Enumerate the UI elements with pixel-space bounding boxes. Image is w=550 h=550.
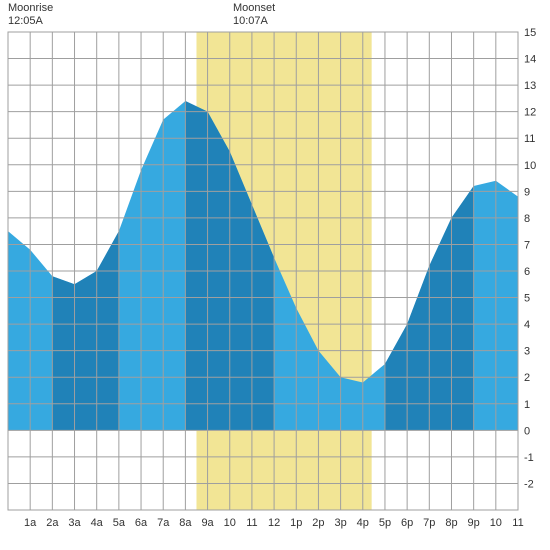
moonset-block: Moonset 10:07A <box>233 2 275 28</box>
xtick-label: 11 <box>246 517 257 529</box>
xtick-label: 8p <box>445 517 457 529</box>
xtick-label: 10 <box>224 517 236 529</box>
ytick-label: 12 <box>524 107 536 119</box>
moonrise-block: Moonrise 12:05A <box>8 2 53 28</box>
tide-area-dark-0 <box>52 231 119 430</box>
xtick-label: 7a <box>157 517 170 529</box>
ytick-label: 10 <box>524 160 536 172</box>
ytick-label: 4 <box>524 319 530 331</box>
xtick-label: 4p <box>357 517 369 529</box>
xtick-label: 1a <box>24 517 37 529</box>
xtick-label: 3p <box>334 517 346 529</box>
moonset-time: 10:07A <box>233 15 275 28</box>
ytick-label: 11 <box>524 133 535 145</box>
xtick-label: 5a <box>113 517 126 529</box>
xtick-label: 7p <box>423 517 435 529</box>
xtick-label: 3a <box>68 517 81 529</box>
xtick-label: 11 <box>512 517 523 529</box>
xtick-label: 10 <box>490 517 502 529</box>
moonrise-time: 12:05A <box>8 15 53 28</box>
ytick-label: 2 <box>524 372 530 384</box>
ytick-label: 7 <box>524 239 530 251</box>
ytick-label: -2 <box>524 478 534 490</box>
ytick-label: -1 <box>524 452 534 464</box>
ytick-label: 0 <box>524 425 530 437</box>
moonset-label: Moonset <box>233 2 275 15</box>
ytick-label: 13 <box>524 80 536 92</box>
ytick-label: 1 <box>524 399 530 411</box>
chart-svg: -2-101234567891011121314151a2a3a4a5a6a7a… <box>0 0 550 550</box>
ytick-label: 14 <box>524 54 536 66</box>
ytick-label: 8 <box>524 213 530 225</box>
xtick-label: 5p <box>379 517 391 529</box>
xtick-label: 2a <box>46 517 59 529</box>
ytick-label: 9 <box>524 186 530 198</box>
xtick-label: 1p <box>290 517 302 529</box>
xtick-label: 8a <box>179 517 192 529</box>
ytick-label: 5 <box>524 293 530 305</box>
moonrise-label: Moonrise <box>8 2 53 15</box>
xtick-label: 4a <box>91 517 104 529</box>
xtick-label: 9a <box>201 517 214 529</box>
xtick-label: 6p <box>401 517 413 529</box>
xtick-label: 12 <box>268 517 280 529</box>
ytick-label: 6 <box>524 266 530 278</box>
xtick-label: 2p <box>312 517 324 529</box>
tide-chart: Moonrise 12:05A Moonset 10:07A -2-101234… <box>0 0 550 550</box>
xtick-label: 9p <box>468 517 480 529</box>
ytick-label: 3 <box>524 346 530 358</box>
xtick-label: 6a <box>135 517 148 529</box>
ytick-label: 15 <box>524 27 536 39</box>
